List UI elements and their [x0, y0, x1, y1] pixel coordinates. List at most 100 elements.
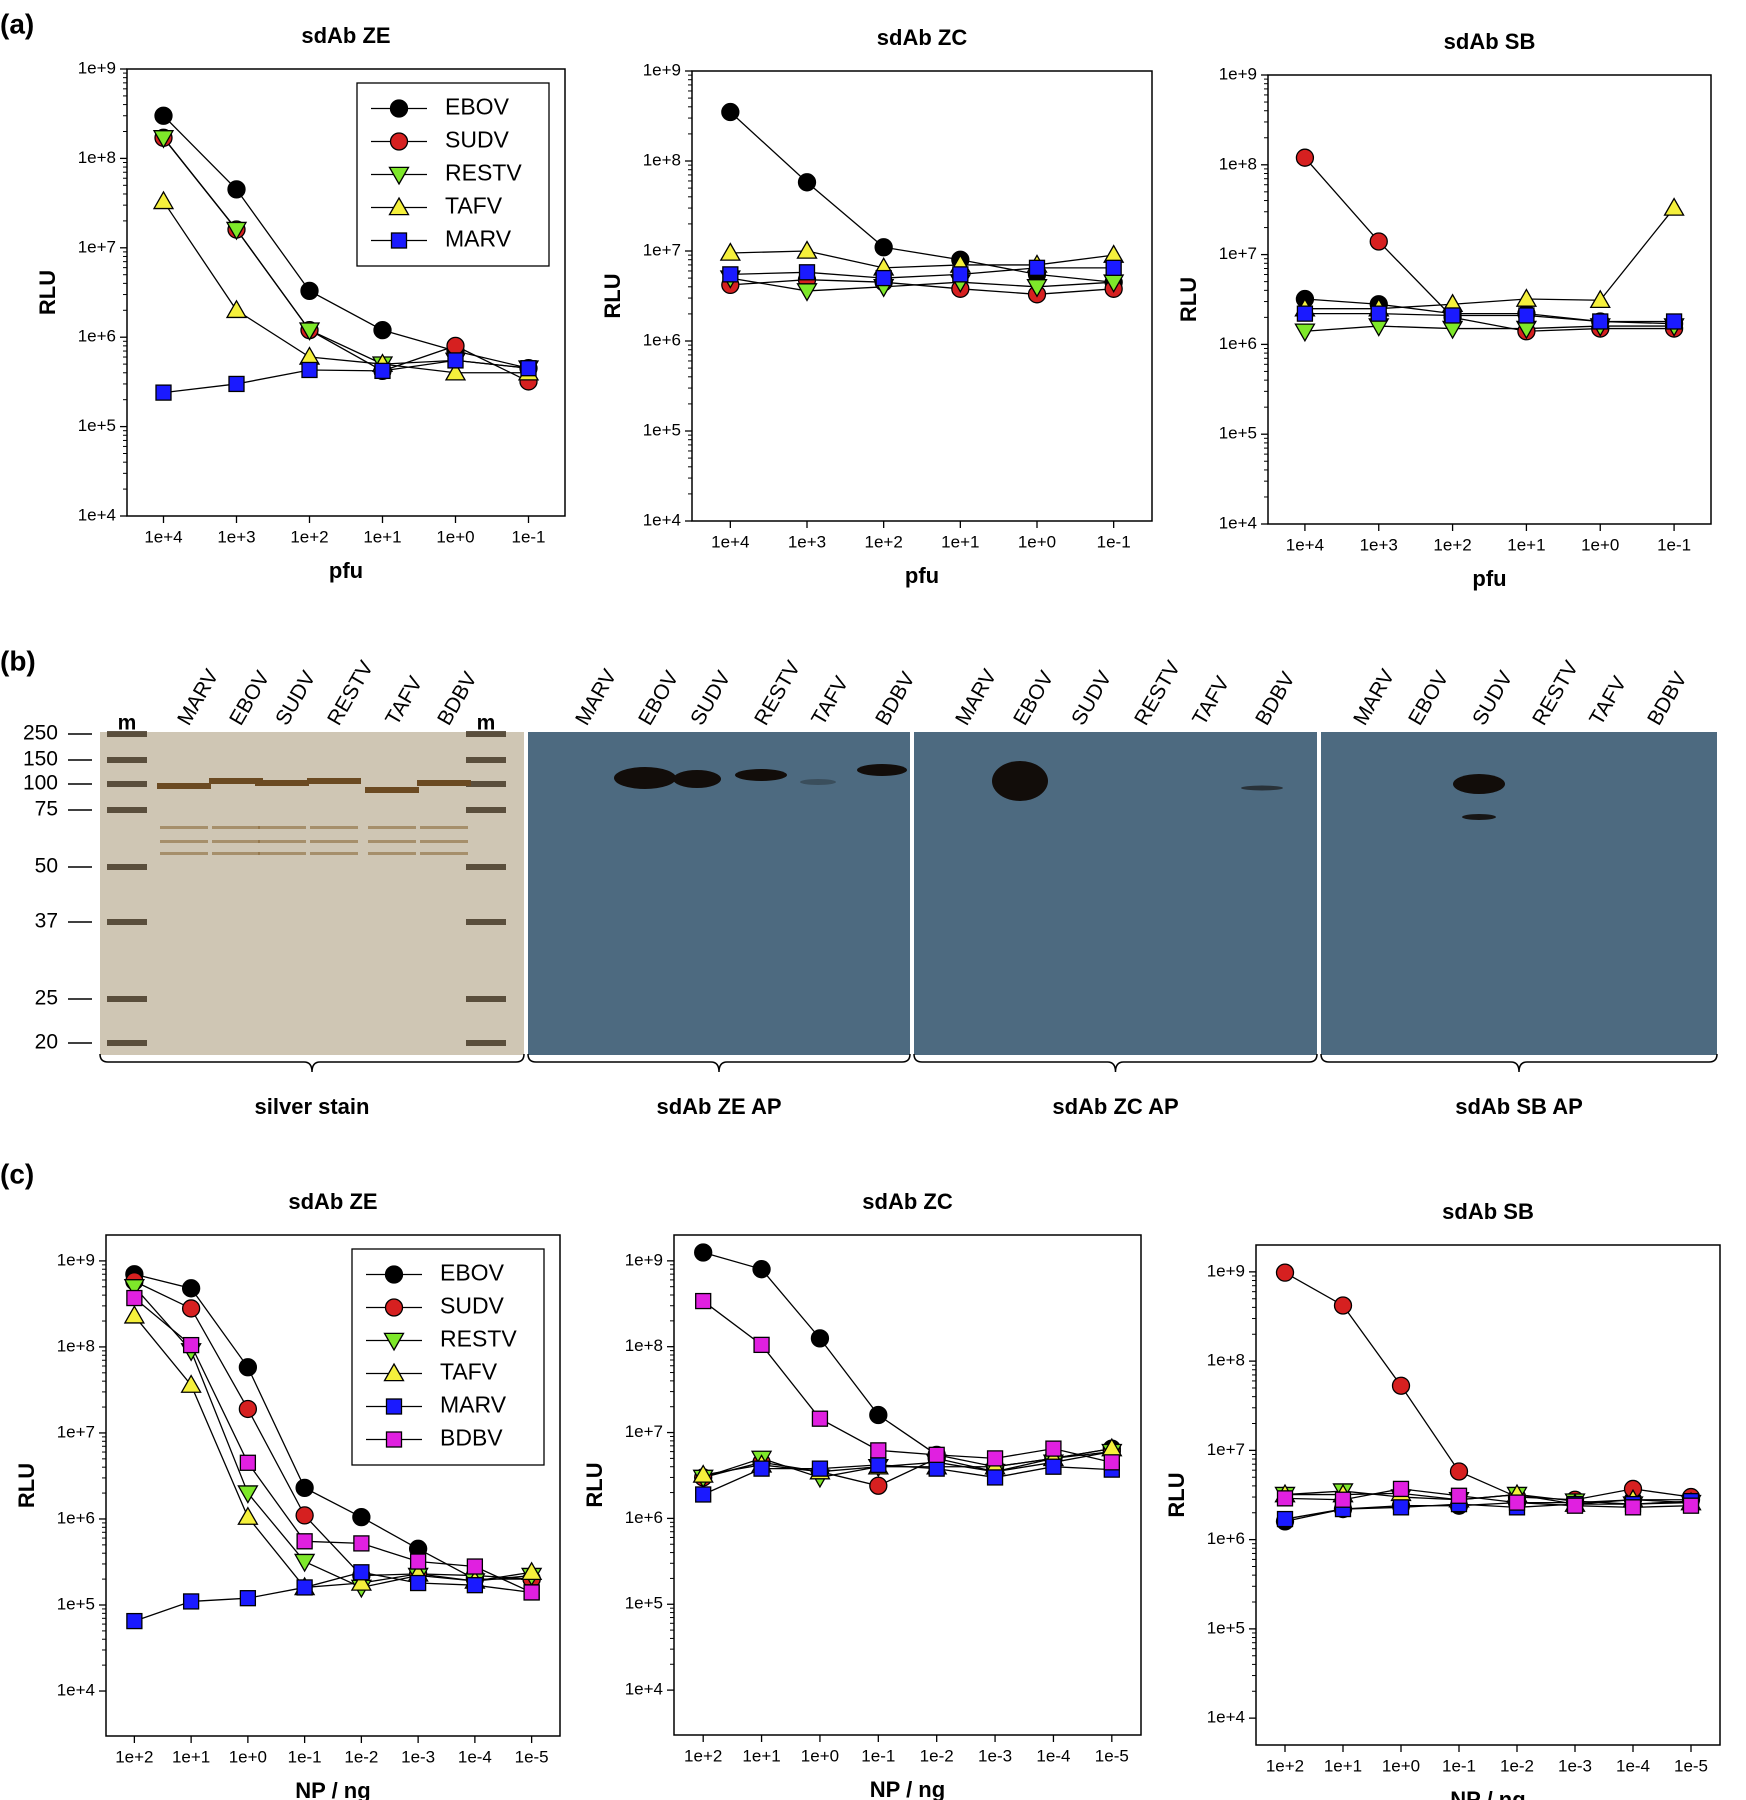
y-axis-label: RLU	[35, 270, 60, 315]
legend-label: EBOV	[440, 1260, 505, 1286]
y-tick-label: 1e+4	[1207, 1708, 1245, 1727]
x-tick-label: 1e-1	[288, 1747, 322, 1766]
data-point	[447, 352, 464, 369]
data-point	[722, 266, 739, 283]
data-point	[374, 362, 391, 380]
protein-band	[157, 783, 211, 789]
series-line	[703, 1251, 1112, 1468]
x-tick-label: 1e+0	[1018, 532, 1056, 551]
data-point	[870, 1456, 887, 1474]
panel-label: (b)	[0, 645, 36, 676]
mw-label: 150	[23, 748, 58, 771]
x-tick-label: 1e+1	[172, 1747, 210, 1766]
y-tick-label: 1e+4	[643, 510, 681, 529]
y-tick-label: 1e+9	[1219, 64, 1257, 83]
protein-band	[212, 852, 260, 855]
data-point	[1518, 307, 1535, 324]
x-axis-label: NP / ng	[1450, 1787, 1525, 1800]
legend-marker	[389, 132, 409, 151]
data-point	[1028, 259, 1046, 276]
x-tick-label: 1e+2	[1266, 1756, 1304, 1775]
protein-band	[258, 840, 306, 843]
data-point	[1515, 288, 1538, 307]
series-line	[134, 1571, 532, 1622]
lane-label: SUDV	[1468, 667, 1517, 729]
x-tick-label: 1e-4	[1036, 1746, 1070, 1765]
x-tick-label: 1e+1	[1324, 1756, 1362, 1775]
data-point	[986, 1450, 1004, 1467]
panel-label: (a)	[0, 8, 34, 39]
protein-band	[365, 787, 419, 793]
data-point	[1026, 279, 1048, 298]
chart-title: sdAb ZC	[877, 25, 968, 50]
x-tick-label: 1e-3	[1558, 1756, 1592, 1775]
protein-band	[368, 826, 416, 829]
series-line	[1304, 207, 1675, 310]
data-point	[875, 269, 892, 287]
x-tick-label: 1e-3	[978, 1746, 1012, 1765]
x-tick-label: 1e-5	[1674, 1756, 1708, 1775]
x-tick-label: 1e-2	[344, 1747, 378, 1766]
blot-band	[614, 767, 676, 789]
x-tick-label: 1e+2	[684, 1746, 722, 1765]
data-point	[152, 190, 175, 210]
data-point	[466, 1577, 484, 1594]
data-point	[350, 1572, 372, 1591]
y-axis-label: RLU	[1164, 1472, 1189, 1517]
y-tick-label: 1e+9	[625, 1250, 663, 1269]
x-tick-label: 1e-2	[920, 1746, 954, 1765]
y-tick-label: 1e+7	[57, 1422, 95, 1441]
x-tick-label: 1e+2	[290, 527, 328, 546]
y-tick-label: 1e+8	[78, 148, 116, 167]
x-tick-label: 1e-1	[861, 1746, 895, 1765]
ladder-band	[107, 757, 147, 763]
x-tick-label: 1e-1	[511, 527, 545, 546]
y-tick-label: 1e+6	[625, 1508, 663, 1527]
series-line	[133, 1297, 532, 1594]
plot-frame	[691, 70, 1153, 522]
data-point	[692, 1464, 714, 1483]
data-point	[752, 1260, 771, 1279]
data-point	[695, 1486, 712, 1503]
data-point	[446, 336, 465, 356]
legend-label: TAFV	[440, 1359, 498, 1385]
protein-band	[212, 840, 260, 843]
data-point	[1441, 320, 1464, 340]
series-line	[730, 279, 1114, 295]
lane-label: RESTV	[750, 657, 805, 729]
blot-band	[1453, 774, 1505, 794]
data-point	[296, 1533, 313, 1550]
legend-label: RESTV	[440, 1326, 517, 1352]
ladder-band	[466, 807, 506, 813]
mw-label: 75	[35, 798, 58, 821]
ladder-band	[107, 864, 147, 870]
y-tick-label: 1e+8	[57, 1336, 95, 1355]
lane-label: BDBV	[1643, 668, 1692, 729]
data-point	[1294, 323, 1316, 343]
lane-label: TAFV	[1585, 673, 1631, 730]
data-point	[409, 1574, 427, 1592]
data-point	[520, 360, 537, 377]
blot-band	[857, 764, 907, 776]
blot-band	[992, 761, 1048, 801]
lane-label: MARV	[951, 666, 1001, 730]
protein-band	[160, 826, 208, 829]
chart-title: sdAb ZC	[862, 1189, 953, 1214]
data-point	[373, 320, 392, 340]
data-point	[1333, 1296, 1353, 1315]
data-point	[237, 1506, 259, 1525]
protein-band	[209, 778, 263, 784]
x-tick-label: 1e+2	[115, 1747, 153, 1766]
protein-band	[420, 826, 468, 829]
group-caption: sdAb ZE AP	[656, 1094, 781, 1119]
blot-band	[673, 770, 721, 788]
data-point	[928, 1460, 945, 1477]
y-tick-label: 1e+5	[57, 1594, 95, 1613]
lane-label: RESTV	[1130, 657, 1185, 729]
x-tick-label: 1e+4	[1286, 535, 1324, 554]
y-tick-label: 1e+7	[643, 240, 681, 259]
data-point	[521, 1561, 543, 1581]
data-point	[1295, 148, 1315, 167]
y-tick-label: 1e+9	[57, 1250, 95, 1269]
